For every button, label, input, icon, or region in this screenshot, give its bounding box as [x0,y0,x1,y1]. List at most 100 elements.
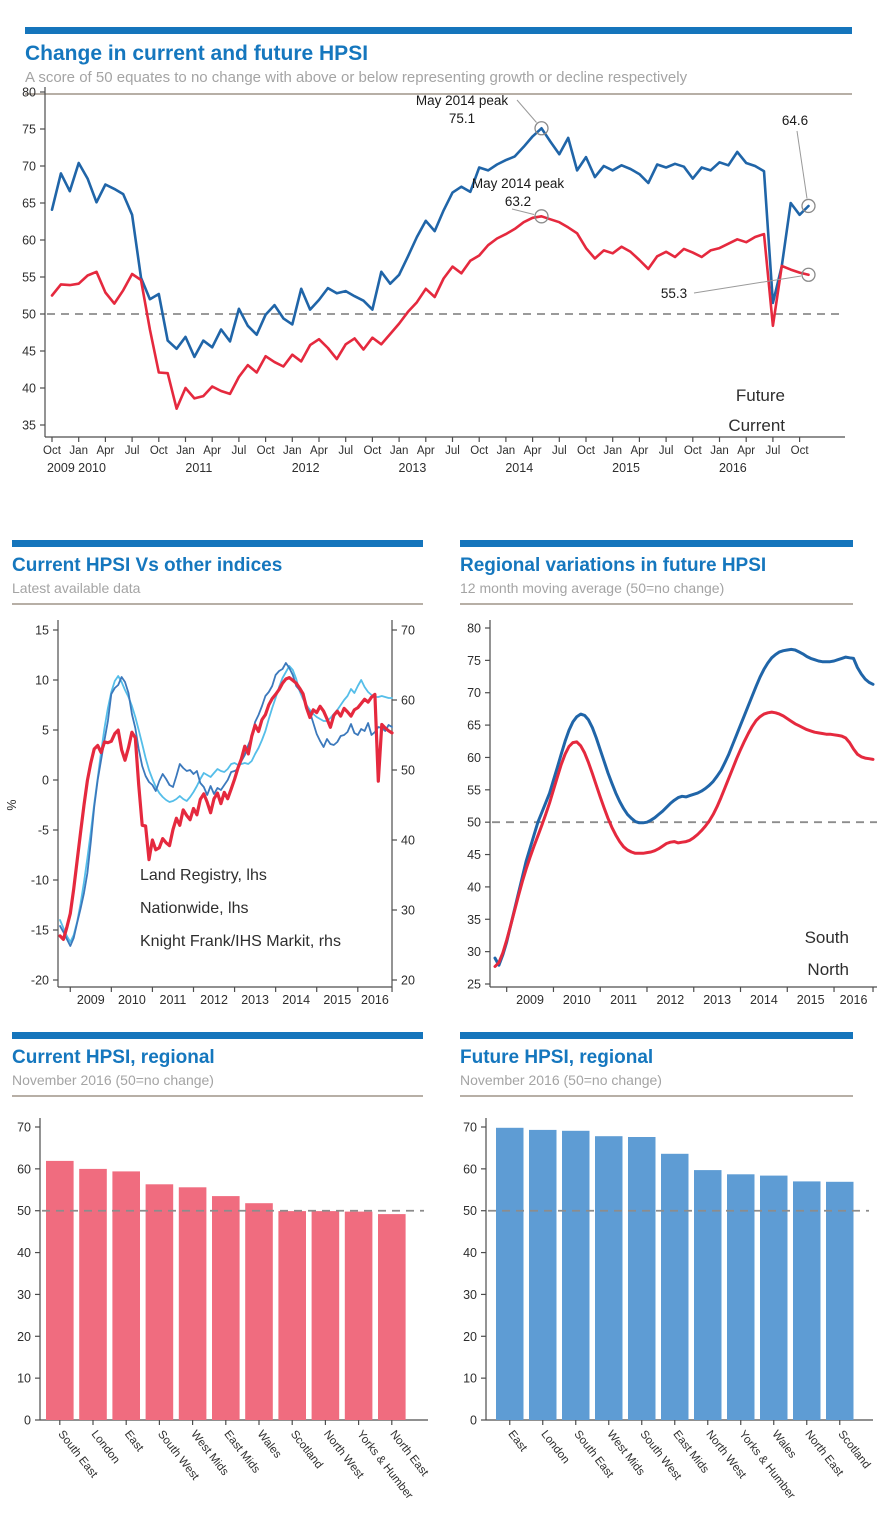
svg-text:35: 35 [467,913,481,927]
svg-text:50: 50 [463,1204,477,1218]
indices-axes: -20 -15 -10 -5 0 5 10 15 20 30 40 50 60 70 2009 2010 201… [5,620,415,1007]
svg-text:Apr: Apr [737,445,755,457]
svg-text:Apr: Apr [417,445,435,457]
change_hpsi-annotation-2: 64.6 [782,113,816,214]
south-line [493,647,875,967]
nationwide-line [59,662,393,947]
panel-subtitle: A score of 50 equates to no change with … [25,69,688,87]
svg-text:Jul: Jul [766,445,781,457]
header-rule [460,602,853,605]
svg-text:45: 45 [467,848,481,862]
annotation-marker-circle [801,198,816,214]
future-line [50,126,810,359]
bar-6 [245,1203,273,1420]
svg-text:Jul: Jul [232,445,247,457]
bar-1 [529,1129,557,1420]
panel-subtitle: 12 month moving average (50=no change) [460,579,725,596]
svg-text:Apr: Apr [96,445,114,457]
svg-text:2010: 2010 [118,993,146,1007]
svg-text:0: 0 [24,1414,31,1428]
svg-text:50: 50 [467,816,481,830]
panel-title: Regional variations in future HPSI [460,555,767,576]
svg-text:Apr: Apr [524,445,542,457]
svg-text:-15: -15 [31,924,49,938]
svg-text:-20: -20 [31,974,49,988]
bar-2 [112,1171,140,1420]
svg-text:15: 15 [35,624,49,638]
bar-9 [344,1211,373,1420]
svg-text:80: 80 [22,86,36,100]
panel-future-regional: Future HPSI, regional November 2016 (50=… [460,1032,853,1097]
bar-label-0: East [505,1428,529,1454]
change_hpsi-annotation-0: May 2014 peak 75.1 [416,93,549,136]
svg-text:2016: 2016 [840,993,868,1007]
svg-text:35: 35 [22,419,36,433]
svg-text:Apr: Apr [310,445,328,457]
svg-text:Oct: Oct [43,445,62,457]
header-rule [25,93,852,96]
bar-5 [661,1153,689,1420]
svg-text:Jul: Jul [445,445,460,457]
svg-text:Jan: Jan [603,445,622,457]
svg-text:60: 60 [463,1162,477,1176]
hpsi-vs-indices-line-chart: -20 -15 -10 -5 0 5 10 15 20 30 40 50 60 70 2009 2010 201… [5,620,415,1007]
legend-south: South [805,928,849,947]
svg-text:60: 60 [22,234,36,248]
change_hpsi-annotation-3: 55.3 [661,267,816,301]
svg-text:45: 45 [22,345,36,359]
regional_future-axes: 25 30 35 40 45 50 55 60 65 70 75 80 2009 2010 2011 2012… [467,620,877,1007]
svg-text:-5: -5 [38,824,49,838]
svg-text:5: 5 [42,724,49,738]
svg-text:Jan: Jan [69,445,88,457]
svg-text:Oct: Oct [257,445,276,457]
svg-text:75: 75 [22,123,36,137]
bar-7 [727,1174,755,1420]
svg-text:2009: 2009 [516,993,544,1007]
svg-text:70: 70 [17,1121,31,1135]
header-rule [460,1094,853,1097]
bar-label-1: London [538,1428,571,1466]
bar-0 [496,1127,524,1420]
header-accent-bar [12,1032,423,1039]
bar-8 [760,1175,788,1420]
panel-current-regional: Current HPSI, regional November 2016 (50… [12,1032,423,1097]
svg-text:80: 80 [467,622,481,636]
annotation-marker-circle [534,209,549,224]
svg-text:2016: 2016 [719,461,747,475]
svg-text:40: 40 [22,382,36,396]
svg-text:Oct: Oct [150,445,169,457]
header-accent-bar [25,27,852,34]
svg-text:20: 20 [401,974,415,988]
panel-regional-future: Regional variations in future HPSI 12 mo… [460,540,853,605]
svg-text:0: 0 [470,1414,477,1428]
bar-10 [378,1214,406,1420]
svg-text:2014: 2014 [282,993,310,1007]
svg-text:Apr: Apr [630,445,648,457]
svg-text:20: 20 [463,1330,477,1344]
bar-5 [212,1196,240,1420]
bar-label-7: Scotland [288,1428,325,1471]
panel-title: Current HPSI Vs other indices [12,555,283,576]
svg-text:Jan: Jan [710,445,729,457]
panel-change-hpsi: Change in current and future HPSI A scor… [25,27,852,96]
bar-10 [826,1181,854,1420]
bar-label-6: Wales [255,1428,284,1460]
change-hpsi-line-chart: 35 40 45 50 55 60 65 70 75 80 Oct Jan Apr Jul Oct Jan Ap… [22,86,845,475]
legend-nationwide: Nationwide, lhs [140,900,249,917]
svg-text:Apr: Apr [203,445,221,457]
svg-text:30: 30 [401,904,415,918]
svg-text:65: 65 [467,719,481,733]
svg-text:55: 55 [22,271,36,285]
svg-text:70: 70 [401,624,415,638]
header-rule [12,1094,423,1097]
svg-text:May 2014 peak: May 2014 peak [472,176,565,191]
bar-3 [595,1136,623,1420]
svg-text:Jul: Jul [125,445,140,457]
bar-3 [145,1184,174,1420]
svg-text:2009: 2009 [77,993,105,1007]
svg-text:64.6: 64.6 [782,113,808,128]
svg-text:2014: 2014 [505,461,533,475]
bar-9 [793,1181,821,1420]
